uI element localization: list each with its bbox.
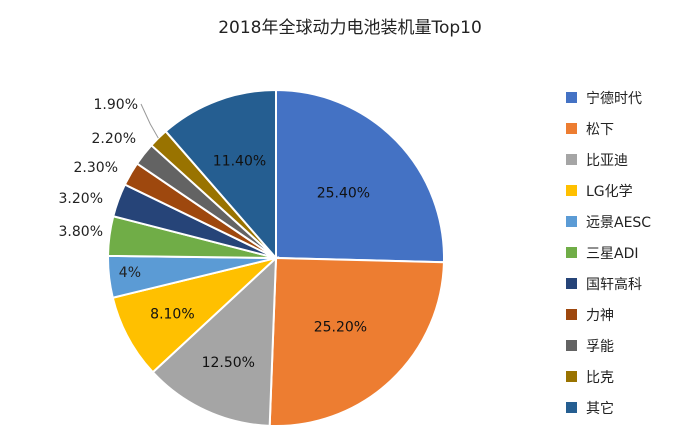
pie-slice-11	[164, 88, 277, 261]
legend-swatch-9	[566, 340, 577, 351]
legend-swatch-6	[566, 247, 577, 258]
slice-label-5: 4%	[119, 265, 141, 281]
pie-slice-2	[268, 256, 445, 427]
legend-label-5: 远景AESC	[586, 215, 651, 231]
legend-label-8: 力神	[586, 308, 614, 324]
slice-label-8: 2.30%	[74, 160, 118, 176]
legend-label-4: LG化学	[586, 184, 633, 200]
pie-slices	[106, 88, 445, 427]
legend-label-10: 比克	[586, 370, 614, 386]
legend-swatch-7	[566, 278, 577, 289]
legend-label-2: 松下	[586, 122, 614, 138]
legend-swatch-5	[566, 216, 577, 227]
slice-label-9: 2.20%	[92, 131, 136, 147]
chart-title: 2018年全球动力电池装机量Top10	[218, 18, 482, 38]
slice-label-2: 25.20%	[314, 320, 367, 336]
slice-label-10: 1.90%	[94, 97, 138, 113]
slice-labels: 25.40% 25.20% 12.50% 8.10% 4% 3.80% 3.20% 2.30%…	[59, 97, 371, 371]
legend-swatch-8	[566, 309, 577, 320]
pie-slice-3	[151, 255, 278, 427]
legend-label-1: 宁德时代	[586, 90, 642, 107]
pie-slice-1	[275, 88, 445, 264]
slice-label-1: 25.40%	[317, 185, 370, 201]
slice-label-4: 8.10%	[150, 307, 194, 323]
legend-swatch-1	[566, 92, 577, 103]
legend-swatch-3	[566, 154, 577, 165]
legend-label-7: 国轩高科	[586, 276, 642, 293]
legend-swatch-10	[566, 371, 577, 382]
legend-label-6: 三星ADI	[586, 246, 639, 262]
leader-line-10	[140, 103, 159, 139]
legend-label-3: 比亚迪	[586, 153, 628, 169]
legend-swatch-11	[566, 402, 577, 413]
leader-lines	[140, 103, 159, 139]
legend-swatch-4	[566, 185, 577, 196]
slice-label-6: 3.80%	[59, 224, 103, 240]
slice-label-11: 11.40%	[213, 153, 266, 169]
slice-label-7: 3.20%	[59, 191, 103, 207]
legend-label-11: 其它	[586, 400, 614, 417]
legend-swatch-2	[566, 123, 577, 134]
legend-label-9: 孚能	[586, 339, 614, 355]
slice-label-3: 12.50%	[202, 355, 255, 371]
